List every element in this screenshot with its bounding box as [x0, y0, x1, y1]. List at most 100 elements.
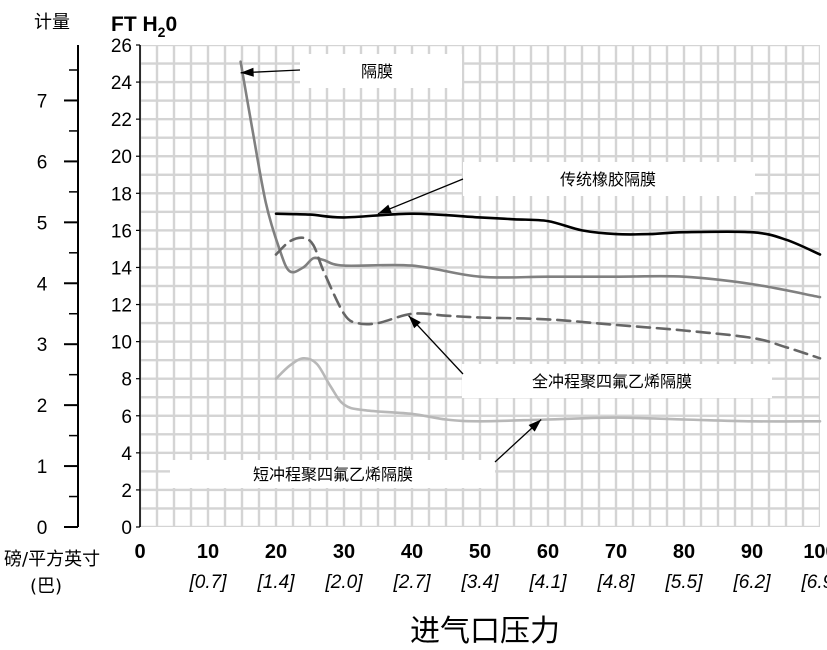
- grid-cell: [702, 83, 717, 100]
- grid-cell: [141, 361, 156, 378]
- grid-cell: [804, 509, 819, 526]
- grid-cell: [294, 435, 309, 452]
- grid-cell: [651, 416, 666, 434]
- grid-cell: [464, 435, 479, 452]
- grid-cell: [668, 491, 683, 508]
- grid-cell: [158, 509, 173, 526]
- grid-cell: [396, 342, 411, 359]
- grid-cell: [668, 120, 683, 137]
- grid-cell: [753, 324, 768, 341]
- grid-cell: [430, 287, 445, 304]
- grid-cell: [362, 287, 377, 304]
- grid-cell: [328, 305, 343, 322]
- grid-cell: [192, 120, 207, 137]
- grid-cell: [583, 324, 598, 341]
- grid-cell: [600, 213, 615, 230]
- grid-cell: [328, 509, 343, 526]
- grid-cell: [787, 324, 802, 341]
- grid-cell: [311, 287, 326, 304]
- grid-cell: [311, 342, 326, 359]
- grid-cell: [464, 305, 479, 322]
- grid-cell: [668, 509, 683, 526]
- grid-cell: [481, 101, 496, 118]
- grid-cell: [345, 157, 360, 174]
- grid-cell: [260, 342, 275, 359]
- grid-cell: [770, 213, 785, 230]
- grid-cell: [481, 491, 496, 508]
- grid-cell: [175, 509, 190, 526]
- grid-cell: [413, 175, 428, 193]
- grid-cell: [447, 324, 462, 341]
- grid-cell: [192, 175, 207, 193]
- grid-cell: [481, 342, 496, 359]
- grid-cell: [685, 64, 700, 81]
- grid-cell: [243, 342, 258, 359]
- grid-cell: [413, 213, 428, 230]
- grid-cell: [447, 194, 462, 211]
- callout-box: [300, 54, 462, 88]
- grid-cell: [311, 175, 326, 193]
- grid-cell: [719, 305, 734, 322]
- grid-cell: [668, 287, 683, 304]
- grid-cell: [566, 472, 581, 489]
- grid-cell: [668, 398, 683, 415]
- grid-cell: [192, 101, 207, 118]
- grid-cell: [362, 435, 377, 452]
- grid-cell: [770, 491, 785, 508]
- series-line-4: [274, 356, 822, 423]
- grid-cell: [515, 213, 530, 230]
- grid-cell: [532, 287, 547, 304]
- grid-cell: [617, 435, 632, 452]
- grid-cell: [566, 454, 581, 471]
- grid-cell: [617, 324, 632, 341]
- grid-cell: [328, 101, 343, 118]
- grid-cell: [260, 491, 275, 508]
- y-right-tick-label: 26: [111, 36, 132, 57]
- grid-cell: [311, 416, 326, 434]
- grid-cell: [753, 454, 768, 471]
- grid-cell: [498, 398, 513, 415]
- grid-cell: [515, 83, 530, 100]
- grid-cell: [362, 101, 377, 118]
- grid-cell: [464, 46, 479, 63]
- grid-cell: [260, 416, 275, 434]
- grid-cell: [362, 324, 377, 341]
- grid-cell: [141, 194, 156, 211]
- grid-cell: [226, 435, 241, 452]
- grid-cell: [719, 287, 734, 304]
- x-subtick-label: [0.7]: [189, 572, 228, 593]
- grid-cell: [566, 287, 581, 304]
- grid-cell: [447, 305, 462, 322]
- grid-cell: [175, 138, 190, 156]
- grid-cell: [192, 46, 207, 63]
- grid-cell: [719, 472, 734, 489]
- grid-cell: [379, 435, 394, 452]
- grid-cell: [413, 268, 428, 285]
- grid-cell: [192, 157, 207, 174]
- grid-cell: [753, 157, 768, 174]
- grid-cell: [651, 213, 666, 230]
- grid-cell: [430, 157, 445, 174]
- grid-cell: [226, 324, 241, 341]
- grid-cell: [515, 250, 530, 267]
- y-right-tick-label: 22: [111, 110, 132, 131]
- grid-cell: [685, 138, 700, 156]
- callout-box: [170, 460, 495, 488]
- grid-cell: [226, 213, 241, 230]
- grid-cell: [532, 342, 547, 359]
- grid-cell: [396, 213, 411, 230]
- grid-cell: [396, 120, 411, 137]
- grid-cell: [787, 46, 802, 63]
- x-tick-label: 40: [401, 541, 423, 563]
- grid-cell: [719, 120, 734, 137]
- grid-cell: [532, 324, 547, 341]
- grid-cell: [379, 138, 394, 156]
- y-left-tick-label: 2: [37, 396, 48, 417]
- grid-cell: [515, 101, 530, 118]
- grid-cell: [362, 175, 377, 193]
- grid-cell: [532, 398, 547, 415]
- grid-cell: [549, 194, 564, 211]
- grid-cell: [515, 231, 530, 248]
- grid-cell: [226, 268, 241, 285]
- y-left-tick-label: 1: [37, 457, 48, 478]
